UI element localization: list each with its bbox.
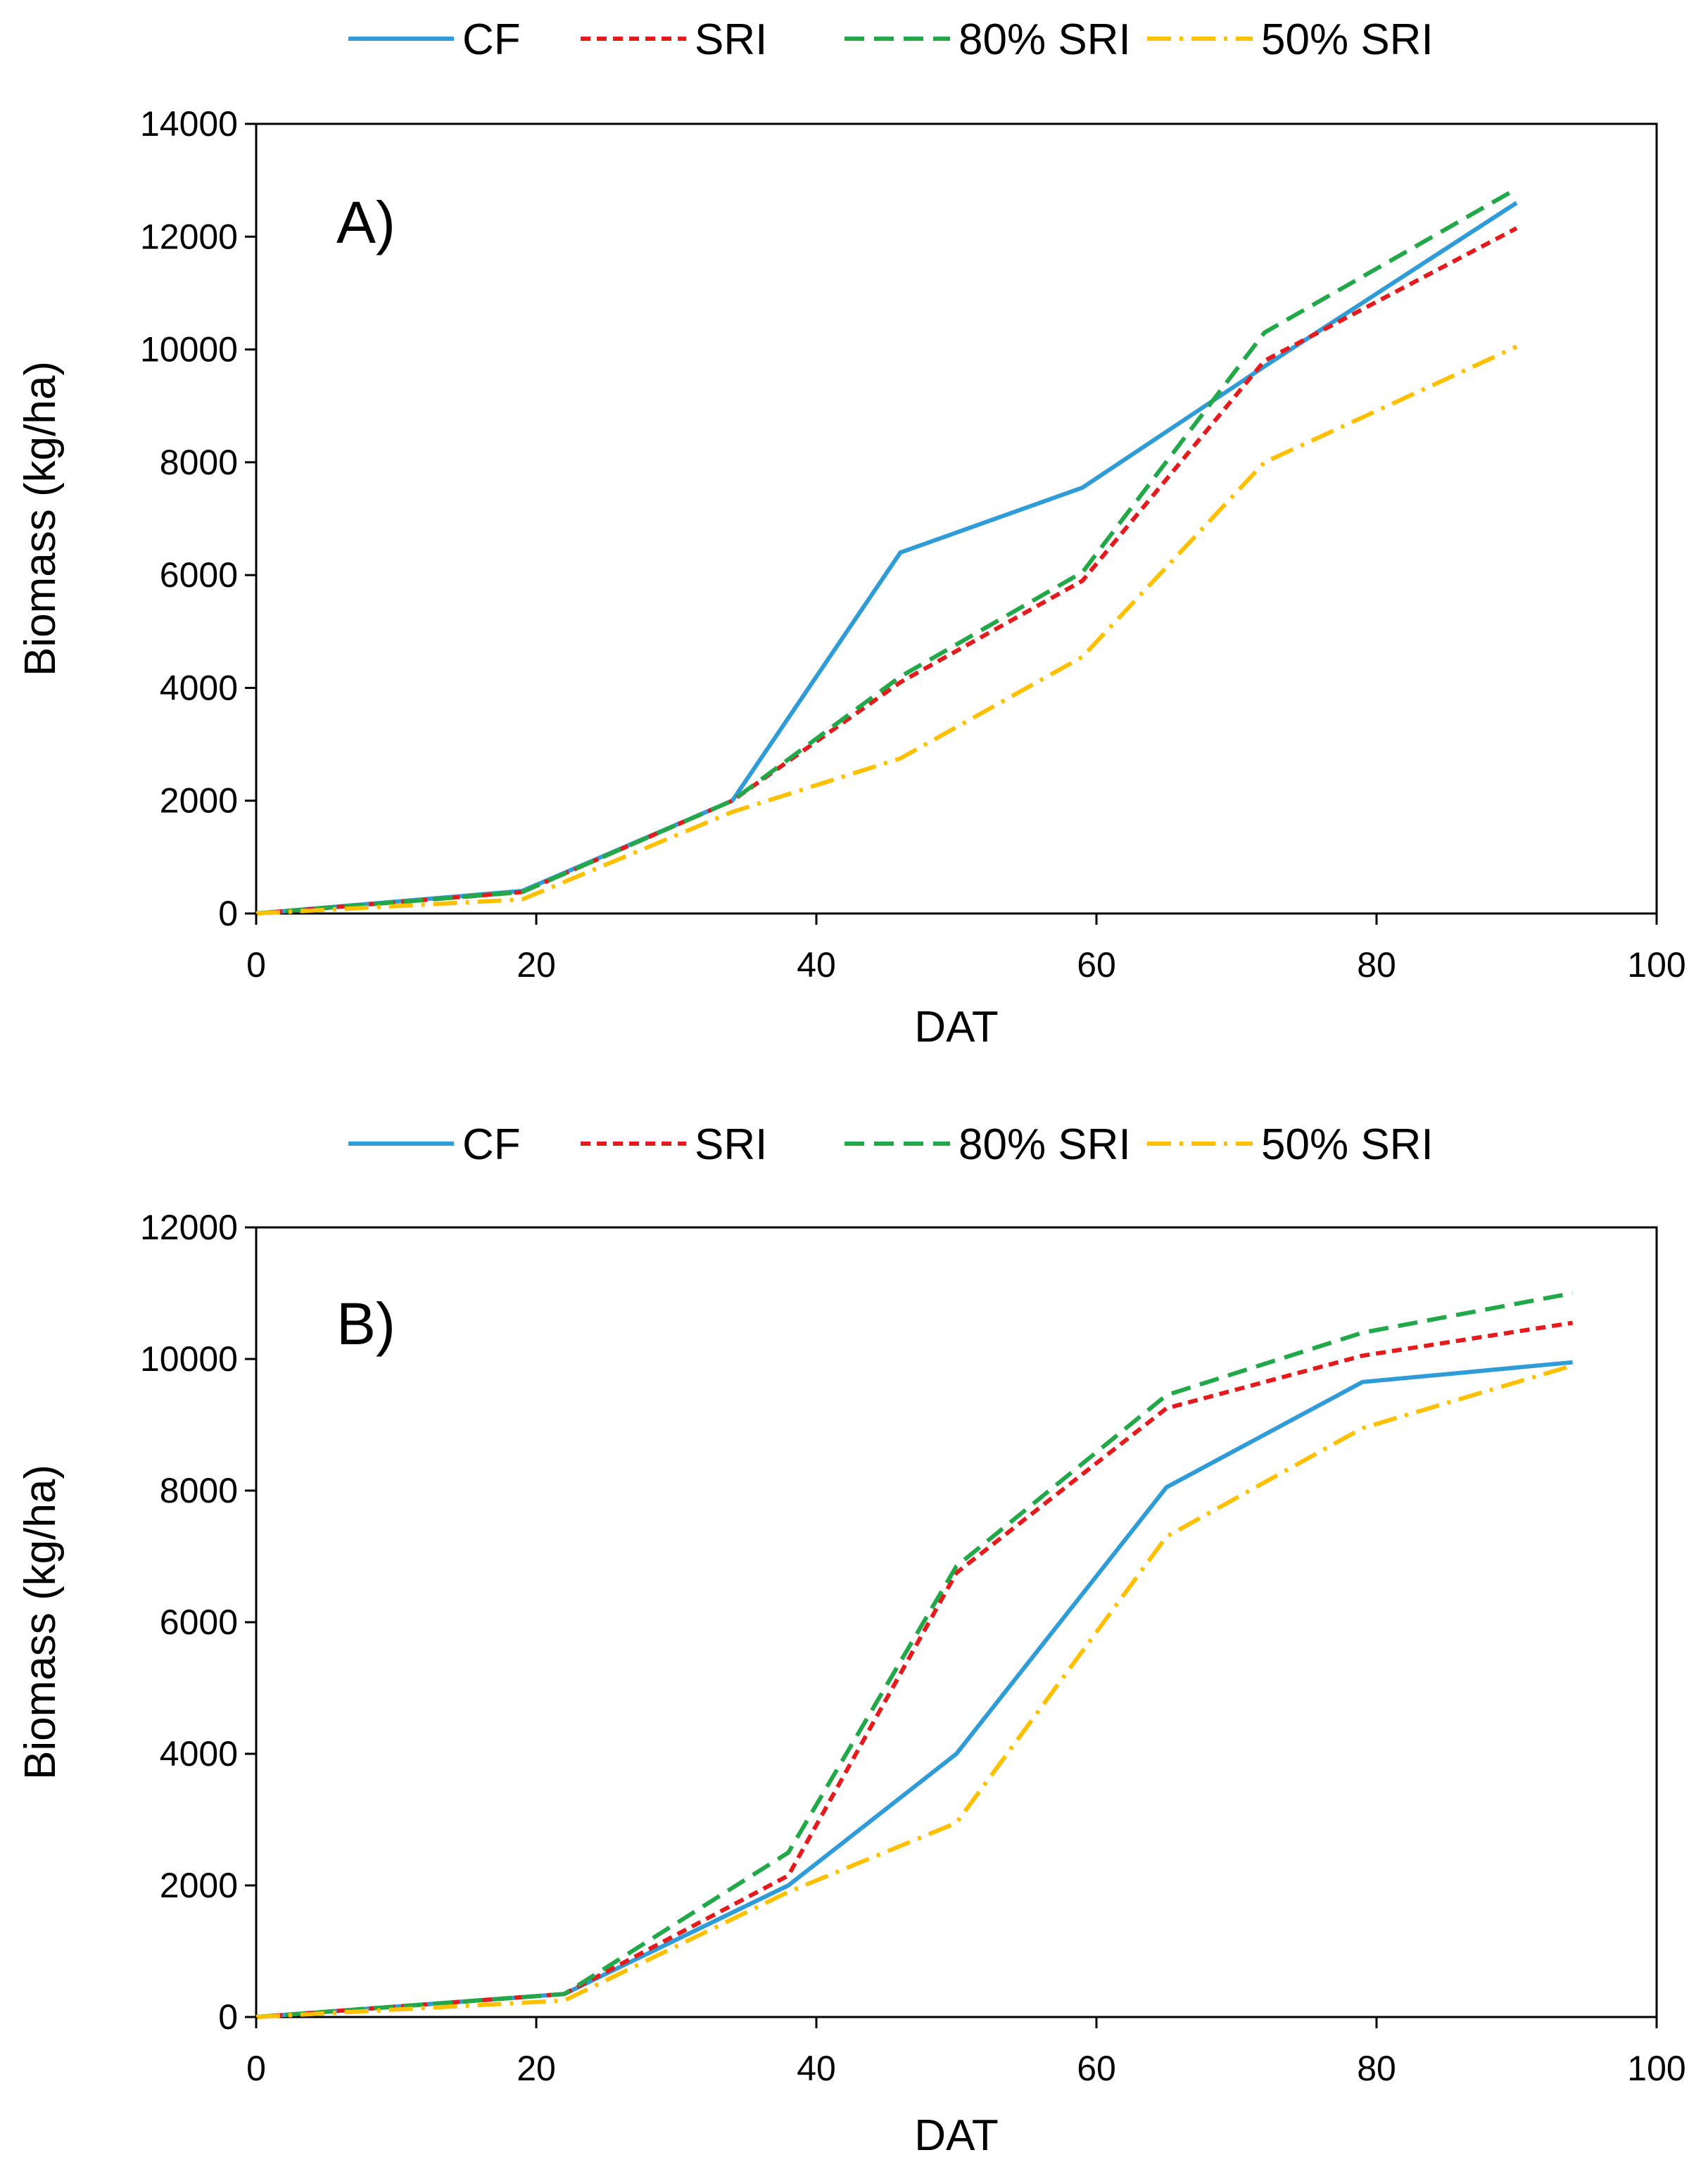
- legend-item: SRI: [581, 1120, 767, 1169]
- y-tick-label: 14000: [140, 104, 238, 144]
- legend-item: 50% SRI: [1147, 1120, 1434, 1169]
- y-tick-label: 6000: [160, 555, 238, 595]
- x-axis-ticks: 0 20 40 60 80 100: [246, 914, 1686, 985]
- legend-label: SRI: [695, 15, 767, 64]
- legend-label: SRI: [695, 1120, 767, 1169]
- y-tick-label: 4000: [160, 668, 238, 707]
- legend: CF SRI 80% SRI 50% SRI: [348, 15, 1434, 64]
- legend-item: 80% SRI: [844, 1120, 1131, 1169]
- x-tick-label: 80: [1357, 945, 1396, 985]
- plot-area: [255, 1226, 1658, 2018]
- y-tick-label: 6000: [160, 1602, 238, 1642]
- chart-panel-b: CF SRI 80% SRI 50% SRI 0 2000 4000 6000 8000 100…: [16, 1120, 1686, 2160]
- y-tick-label: 4000: [160, 1734, 238, 1774]
- x-tick-label: 40: [797, 2049, 836, 2088]
- y-axis-ticks: 0 2000 4000 6000 8000 10000 12000 14000: [140, 104, 256, 933]
- legend-label: 50% SRI: [1261, 1120, 1434, 1169]
- legend-label: CF: [462, 15, 521, 64]
- series-line-80-sri: [255, 1291, 1574, 2019]
- legend-label: 80% SRI: [959, 1120, 1131, 1169]
- y-tick-label: 10000: [140, 1339, 238, 1379]
- y-tick-label: 2000: [160, 781, 238, 821]
- x-tick-label: 100: [1627, 945, 1685, 985]
- y-tick-label: 12000: [140, 217, 238, 256]
- y-axis-label: Biomass (kg/ha): [16, 361, 65, 676]
- series-line-cf: [255, 201, 1518, 916]
- y-axis-label: Biomass (kg/ha): [16, 1465, 65, 1780]
- series-line-cf: [255, 1360, 1573, 2019]
- x-tick-label: 80: [1357, 2049, 1396, 2088]
- x-tick-label: 20: [517, 2049, 556, 2088]
- panel-label: A): [336, 189, 396, 255]
- legend-label: 80% SRI: [959, 15, 1131, 64]
- y-tick-label: 12000: [140, 1208, 238, 1247]
- legend-label: 50% SRI: [1261, 15, 1434, 64]
- y-tick-label: 2000: [160, 1866, 238, 1905]
- x-tick-label: 60: [1077, 2049, 1116, 2088]
- x-tick-label: 40: [797, 945, 836, 985]
- y-axis-ticks: 0 2000 4000 6000 8000 10000 12000: [140, 1208, 256, 2037]
- x-tick-label: 0: [246, 2049, 266, 2088]
- x-tick-label: 100: [1627, 2049, 1685, 2088]
- y-tick-label: 0: [218, 894, 238, 933]
- y-tick-label: 0: [218, 1997, 238, 2037]
- series-line-50-sri: [255, 344, 1518, 916]
- series-layer: [255, 1291, 1574, 2019]
- chart-panel-a: CF SRI 80% SRI 50% SRI 0 2000 4000 6000 8000 100…: [16, 15, 1686, 1051]
- x-tick-label: 60: [1077, 945, 1116, 985]
- y-tick-label: 10000: [140, 330, 238, 369]
- plot-area: [255, 122, 1658, 915]
- series-layer: [255, 187, 1518, 916]
- x-axis-label: DAT: [914, 2111, 998, 2160]
- legend-item: CF: [348, 15, 521, 64]
- legend-item: SRI: [581, 15, 767, 64]
- y-tick-label: 8000: [160, 1471, 238, 1510]
- y-tick-label: 8000: [160, 443, 238, 482]
- x-axis-ticks: 0 20 40 60 80 100: [246, 2017, 1686, 2088]
- legend-item: CF: [348, 1120, 521, 1169]
- legend-item: 50% SRI: [1147, 15, 1434, 64]
- legend-label: CF: [462, 1120, 521, 1169]
- x-axis-label: DAT: [914, 1003, 998, 1051]
- legend-item: 80% SRI: [844, 15, 1131, 64]
- panel-label: B): [336, 1291, 396, 1357]
- series-line-80-sri: [255, 187, 1518, 916]
- series-line-sri: [255, 1320, 1574, 2019]
- x-tick-label: 0: [246, 945, 266, 985]
- series-line-50-sri: [255, 1363, 1574, 2019]
- x-tick-label: 20: [517, 945, 556, 985]
- legend: CF SRI 80% SRI 50% SRI: [348, 1120, 1434, 1169]
